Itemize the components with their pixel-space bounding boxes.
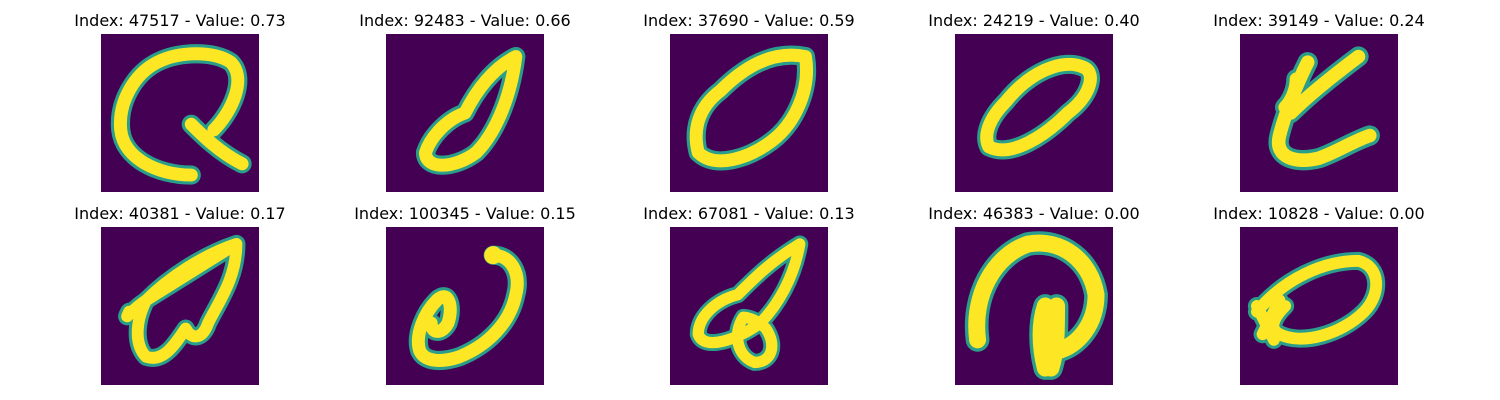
- glyph-svg: [977, 54, 1100, 160]
- glyph-svg: [686, 45, 817, 171]
- panel-1: Index: 47517 - Value: 0.73: [60, 10, 300, 192]
- glyph-stroke: [113, 47, 249, 182]
- glyph-image: [670, 227, 828, 385]
- panel-title: Index: 10828 - Value: 0.00: [1213, 204, 1425, 223]
- glyph-svg: [1247, 251, 1386, 349]
- glyph-image: [101, 34, 259, 192]
- glyph-image: [1240, 227, 1398, 385]
- glyph-svg: [1268, 46, 1380, 171]
- panel-title: Index: 46383 - Value: 0.00: [928, 204, 1140, 223]
- glyph-stroke: [689, 48, 813, 168]
- panel-3: Index: 37690 - Value: 0.59: [629, 10, 869, 192]
- glyph-stroke: [419, 50, 523, 172]
- glyph-image: [386, 227, 544, 385]
- panel-5: Index: 39149 - Value: 0.24: [1199, 10, 1439, 192]
- glyph-stroke: [121, 238, 243, 364]
- glyph-image: [955, 227, 1113, 385]
- glyph-stroke: [968, 234, 1105, 377]
- panel-title: Index: 67081 - Value: 0.13: [643, 204, 855, 223]
- panel-7: Index: 100345 - Value: 0.15: [345, 203, 585, 385]
- glyph-image: [386, 34, 544, 192]
- panel-title: Index: 24219 - Value: 0.40: [928, 11, 1140, 30]
- glyph-image: [955, 34, 1113, 192]
- glyph-image: [670, 34, 828, 192]
- glyph-svg: [110, 44, 252, 185]
- panel-title: Index: 37690 - Value: 0.59: [643, 11, 855, 30]
- glyph-stroke: [1251, 254, 1383, 346]
- glyph-stroke: [980, 57, 1097, 157]
- panel-title: Index: 100345 - Value: 0.15: [354, 204, 576, 223]
- glyph-image: [101, 227, 259, 385]
- panel-10: Index: 10828 - Value: 0.00: [1199, 203, 1439, 385]
- glyph-svg: [408, 245, 527, 371]
- glyph-svg: [118, 234, 246, 367]
- panel-8: Index: 67081 - Value: 0.13: [629, 203, 869, 385]
- panel-4: Index: 24219 - Value: 0.40: [914, 10, 1154, 192]
- glyph-svg: [964, 231, 1108, 380]
- glyph-stroke: [412, 248, 524, 367]
- panel-title: Index: 92483 - Value: 0.66: [359, 11, 571, 30]
- panel-title: Index: 39149 - Value: 0.24: [1213, 11, 1425, 30]
- glyph-svg: [415, 46, 526, 175]
- panel-2: Index: 92483 - Value: 0.66: [345, 10, 585, 192]
- glyph-stroke: [692, 238, 806, 369]
- glyph-svg: [689, 235, 809, 371]
- panel-6: Index: 40381 - Value: 0.17: [60, 203, 300, 385]
- panel-title: Index: 40381 - Value: 0.17: [74, 204, 286, 223]
- glyph-stroke: [1271, 49, 1377, 167]
- glyph-image: [1240, 34, 1398, 192]
- panel-9: Index: 46383 - Value: 0.00: [914, 203, 1154, 385]
- panel-title: Index: 47517 - Value: 0.73: [74, 11, 286, 30]
